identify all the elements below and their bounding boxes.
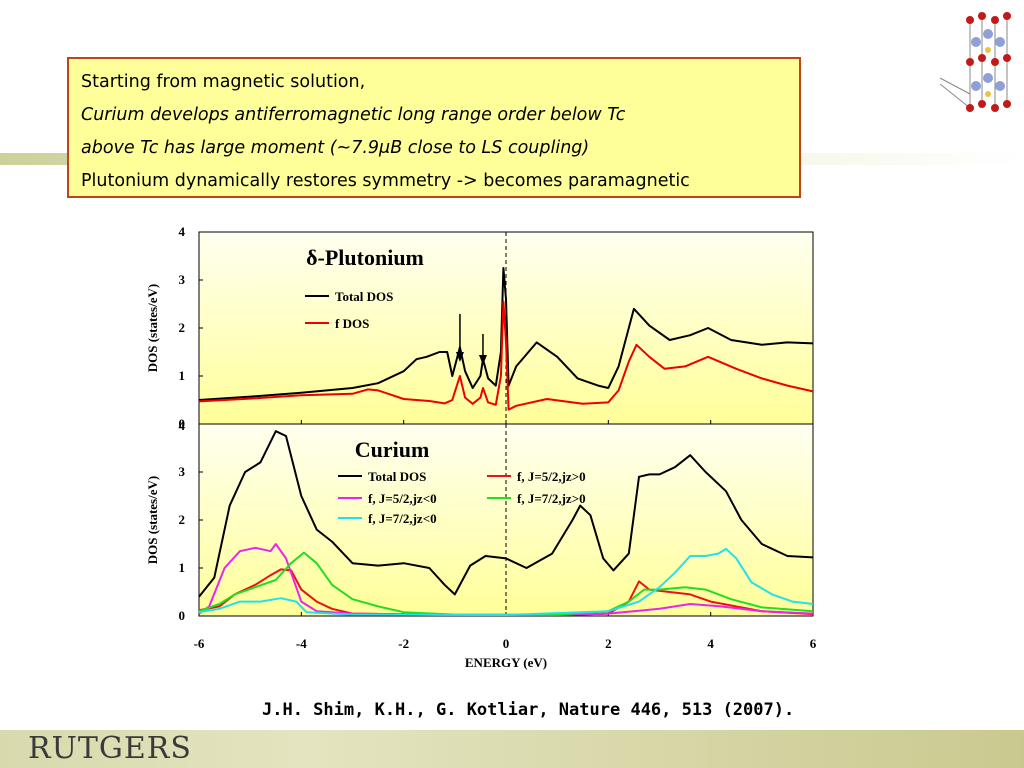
series-line-2 (198, 543, 814, 616)
crystal-structure-image (940, 12, 1011, 112)
citation: J.H. Shim, K.H., G. Kotliar, Nature 446,… (262, 700, 795, 720)
legend-label: f, J=5/2,jz>0 (517, 469, 586, 484)
x-tick-label: 4 (707, 636, 714, 651)
y-tick-label: 1 (179, 368, 186, 383)
rutgers-logo: RUTGERS (28, 731, 192, 766)
x-tick-label: 2 (605, 636, 612, 651)
y-axis-label: DOS (states/eV) (145, 284, 160, 372)
legend-label: f, J=7/2,jz>0 (517, 491, 586, 506)
y-tick-label: 4 (179, 418, 186, 433)
x-tick-label: 6 (810, 636, 817, 651)
y-tick-label: 3 (179, 464, 186, 479)
legend-label: f, J=7/2,jz<0 (368, 511, 437, 526)
legend-label: f DOS (335, 316, 369, 331)
y-axis-label: DOS (states/eV) (145, 476, 160, 564)
y-tick-label: 4 (179, 224, 186, 239)
series-line-3 (198, 551, 814, 616)
y-tick-label: 1 (179, 560, 186, 575)
arrow-head (478, 355, 487, 365)
x-tick-label: -2 (398, 636, 409, 651)
slide-decor-bar-bottom (0, 730, 1024, 768)
x-tick-label: 0 (503, 636, 510, 651)
legend-label: f, J=5/2,jz<0 (368, 491, 437, 506)
series-line-0 (198, 430, 814, 598)
y-tick-label: 0 (179, 416, 186, 431)
plot-area (198, 423, 814, 617)
note-line-1: Starting from magnetic solution, (81, 72, 366, 92)
legend-label: Total DOS (368, 469, 426, 484)
plot-area (198, 231, 814, 425)
x-tick-label: -6 (194, 636, 205, 651)
note-line-3: above Tc has large moment (~7.9μB close … (81, 138, 590, 158)
summary-text-box: Starting from magnetic solution, Curium … (67, 57, 801, 198)
arrow-head (455, 352, 464, 362)
chart-title: δ-Plutonium (306, 245, 424, 270)
y-tick-label: 0 (179, 608, 186, 623)
chart-title: Curium (355, 437, 430, 462)
x-axis-label: ENERGY (eV) (465, 655, 547, 670)
series-line-4 (198, 547, 814, 616)
note-line-4: Plutonium dynamically restores symmetry … (81, 171, 690, 191)
plutonium-dos-plot: 0 1 2 3 4 DOS (states/eV) δ-Plutonium Total DOS… (145, 224, 814, 431)
x-tick-label: -4 (296, 636, 307, 651)
series-line-1 (198, 300, 814, 411)
legend-label: Total DOS (335, 289, 393, 304)
curium-dos-plot: 0 1 2 3 4 -6 -4 -2 0 2 4 6 DOS (states/eV) ENERGY (eV… (145, 418, 817, 670)
series-line-0 (198, 267, 814, 401)
y-tick-label: 2 (179, 320, 186, 335)
note-line-2: Curium develops antiferromagnetic long r… (81, 105, 626, 125)
y-tick-label: 2 (179, 512, 186, 527)
y-tick-label: 3 (179, 272, 186, 287)
series-line-1 (198, 568, 814, 616)
